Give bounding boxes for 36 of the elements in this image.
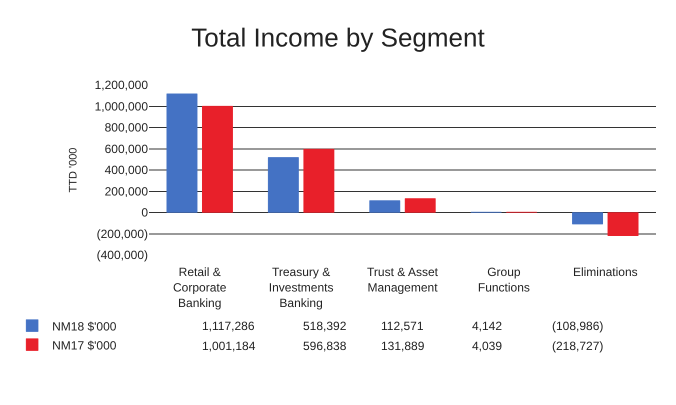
data-label: 4,142 [472, 319, 502, 333]
x-tick-label: Treasury & Investments Banking [268, 265, 334, 310]
legend-label: NM17 $'000 [52, 338, 117, 352]
x-tick-label: Trust & Asset Management [367, 265, 439, 295]
y-tick-label: 200,000 [104, 184, 148, 198]
y-tick-label: 800,000 [104, 120, 148, 135]
data-label: 1,001,184 [202, 339, 256, 353]
y-tick-label: (400,000) [96, 248, 148, 262]
data-label: 596,838 [303, 339, 347, 353]
data-label: (218,727) [552, 339, 604, 353]
legend-label: NM18 $'000 [52, 319, 117, 334]
bar [268, 157, 299, 213]
chart-title: Total Income by Segment [191, 22, 486, 53]
y-tick-label: 600,000 [104, 142, 148, 156]
bar [303, 148, 334, 213]
x-tick-label: Retail & Corporate Banking [173, 265, 227, 310]
y-tick-label: 1,200,000 [94, 78, 148, 92]
bar [572, 212, 604, 224]
data-label: 131,889 [381, 339, 425, 353]
bar [166, 94, 198, 213]
data-label: (108,986) [552, 319, 604, 333]
y-tick-label: 1,000,000 [94, 99, 148, 114]
y-tick-label: 0 [141, 206, 148, 220]
x-tick-label: Group Functions [478, 265, 530, 295]
bar [608, 212, 639, 236]
data-label: 518,392 [303, 319, 347, 333]
x-tick-label: Eliminations [572, 265, 638, 279]
y-axis-title: TTD '000 [67, 148, 80, 192]
y-tick-label: (200,000) [96, 226, 148, 241]
bar [404, 198, 436, 213]
bar [369, 200, 400, 213]
y-tick-label: 400,000 [104, 163, 148, 178]
data-label: 4,039 [472, 339, 502, 353]
data-label: 112,571 [381, 319, 424, 333]
bar [202, 106, 233, 213]
data-label: 1,117,286 [202, 319, 255, 333]
